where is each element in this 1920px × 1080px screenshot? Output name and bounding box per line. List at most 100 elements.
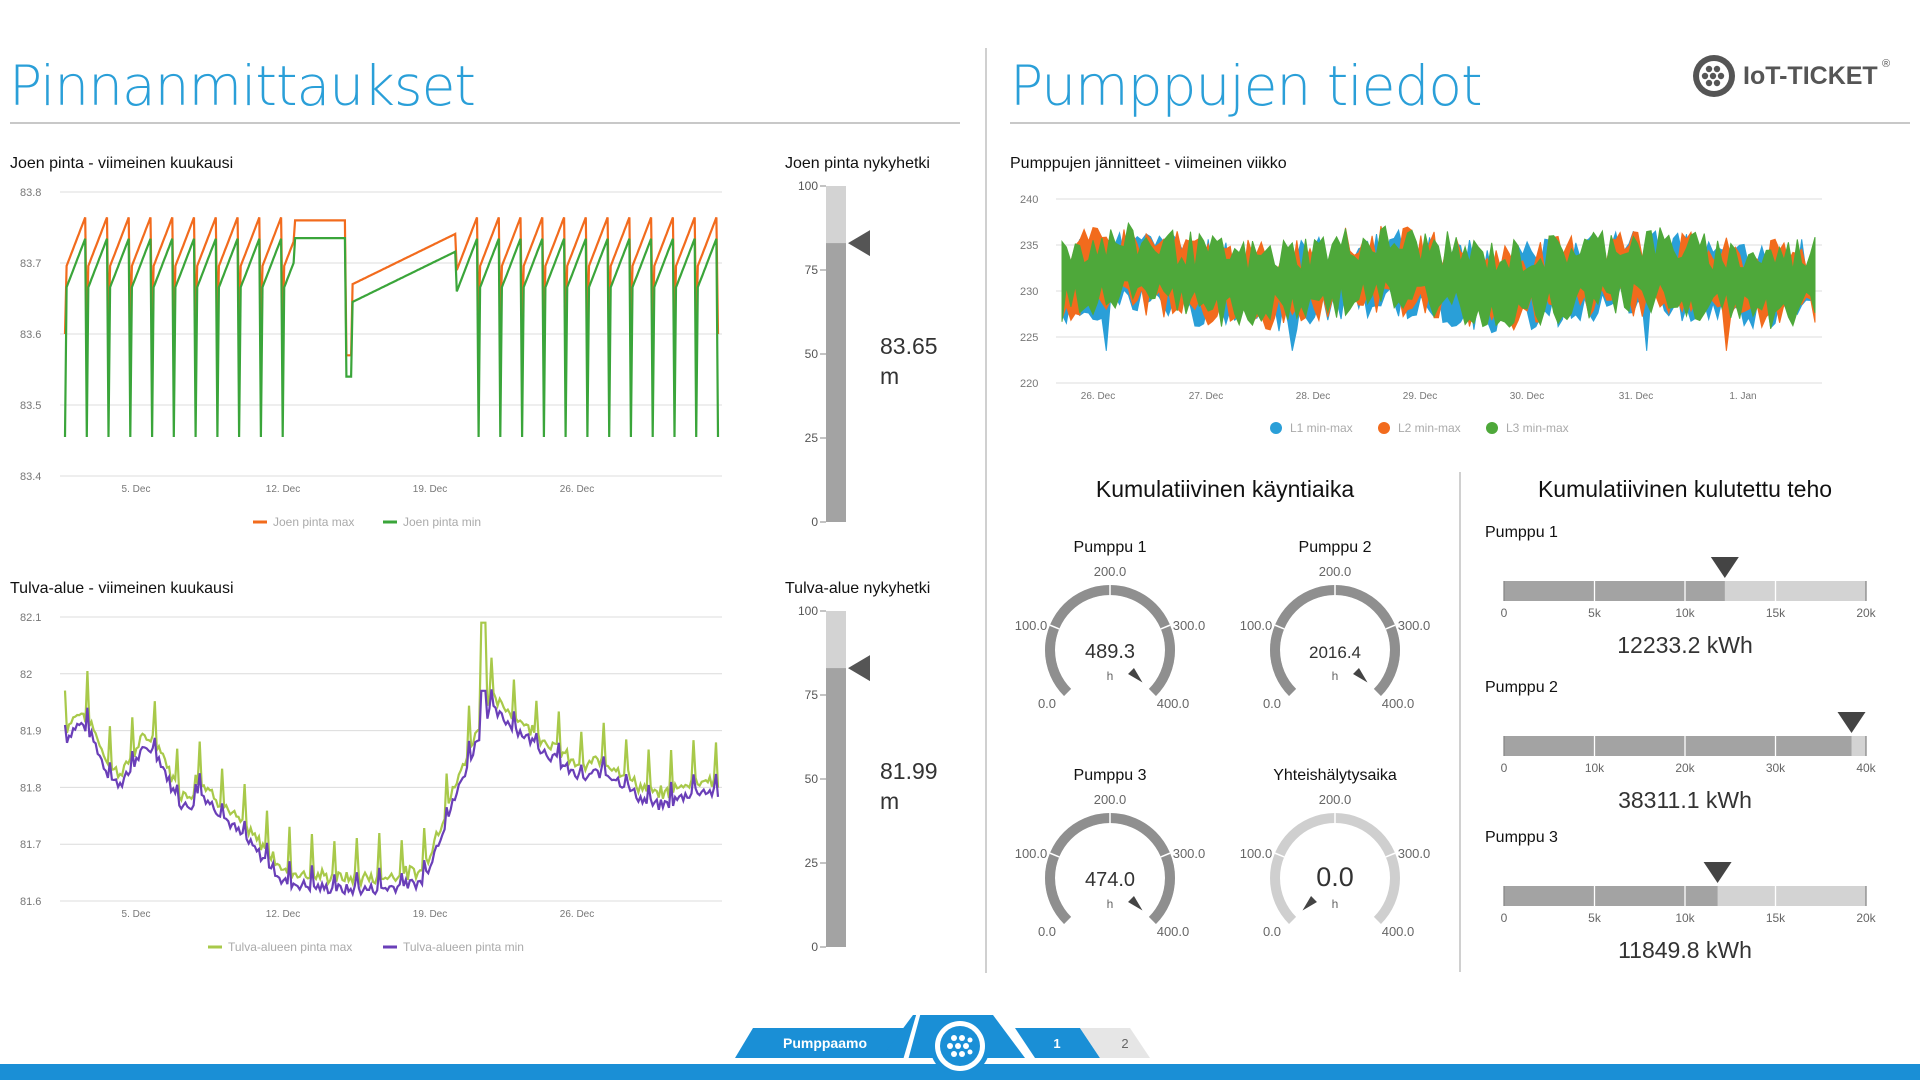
nav-home-tab-edge — [903, 1012, 921, 1064]
gauge-tick-label: 400.0 — [1382, 696, 1415, 711]
gauge-tick-label: 25 — [805, 856, 819, 870]
gauge-tick-label: 25 — [805, 431, 819, 445]
gauge-tick-label: 400.0 — [1157, 696, 1190, 711]
right-section-title: Pumppujen tiedot — [1010, 54, 1483, 118]
gauge-tick-label: 100.0 — [1015, 618, 1048, 633]
gauge-divider — [1274, 624, 1285, 630]
x-tick-label: 1. Jan — [1729, 391, 1756, 402]
nav-page-2-tab[interactable] — [1080, 1028, 1150, 1058]
legend-label[interactable]: Joen pinta min — [403, 515, 481, 529]
y-tick-label: 240 — [1020, 194, 1038, 206]
energy-bar-value: 38311.1 kWh — [1618, 787, 1752, 813]
legend-label[interactable]: L1 min-max — [1290, 421, 1353, 435]
river-chart-title: Joen pinta - viimeinen kuukausi — [10, 155, 234, 172]
x-tick-label: 26. Dec — [560, 484, 594, 495]
energy-bar-fill — [1504, 886, 1718, 906]
gauge-title: Pumppu 1 — [1074, 539, 1147, 556]
runtime-gauges: Pumppu 1 200.0 100.0 300.0 0.0 400.0 489.3 h Pum… — [1015, 539, 1431, 939]
flood-now-unit: m — [880, 788, 899, 814]
y-tick-label: 83.4 — [20, 471, 41, 483]
gauge-divider — [1385, 624, 1396, 630]
flood-now-title: Tulva-alue nykyhetki — [785, 580, 931, 597]
gauge-tick-label: 100.0 — [1240, 618, 1273, 633]
x-tick-label: 19. Dec — [413, 484, 447, 495]
river-chart: 83.8 83.7 83.6 83.5 83.4 5. Dec 12. Dec 19. De… — [20, 187, 722, 529]
flood-now-value: 81.99 — [880, 758, 938, 784]
center-divider — [985, 48, 987, 973]
energy-bar-tick-label: 20k — [1856, 911, 1876, 925]
gauge-needle — [1128, 896, 1143, 911]
legend-label[interactable]: Tulva-alueen pinta max — [228, 940, 352, 954]
iot-ticket-logo-icon — [1693, 55, 1735, 97]
legend-swatch — [1378, 422, 1390, 434]
energy-bar-tick-label: 0 — [1501, 911, 1508, 925]
legend-label[interactable]: Tulva-alueen pinta min — [403, 940, 524, 954]
gauge-unit: h — [1107, 897, 1114, 911]
gauge-unit: h — [1332, 669, 1339, 683]
gauge-divider — [1049, 624, 1060, 630]
energy-bar-tick-label: 15k — [1766, 606, 1786, 620]
energy-bar-tick-label: 20k — [1675, 761, 1695, 775]
right-title-divider — [1010, 122, 1910, 124]
energy-bar-tick-label: 30k — [1766, 761, 1786, 775]
nav-section-tab[interactable] — [735, 1028, 907, 1058]
y-tick-label: 220 — [1020, 378, 1038, 390]
legend-label[interactable]: Joen pinta max — [273, 515, 354, 529]
left-title-divider — [10, 122, 960, 124]
x-tick-label: 26. Dec — [560, 909, 594, 920]
legend-label[interactable]: L2 min-max — [1398, 421, 1461, 435]
x-tick-label: 27. Dec — [1189, 391, 1223, 402]
energy-bar-tick-label: 10k — [1675, 606, 1695, 620]
x-tick-label: 26. Dec — [1081, 391, 1115, 402]
gauge-tick-label: 0 — [811, 515, 818, 529]
energy-bar-fill — [1504, 736, 1852, 756]
energy-bar-tick-label: 20k — [1856, 606, 1876, 620]
energy-bars: Pumppu 1 0 5k 10k 15k 20k 12233.2 kWh Pumppu 2 0… — [1485, 524, 1877, 963]
y-tick-label: 83.8 — [20, 187, 41, 199]
gauge-tick-label: 300.0 — [1398, 618, 1431, 633]
energy-bar-tick-label: 40k — [1856, 761, 1876, 775]
gauge-tick-label: 100 — [798, 604, 818, 618]
y-tick-label: 83.6 — [20, 329, 41, 341]
gauge-tick-label: 400.0 — [1157, 924, 1190, 939]
gauge-tick-label: 50 — [805, 772, 819, 786]
footer-nav: Pumppaamo 1 2 — [735, 1012, 1150, 1076]
x-tick-label: 5. Dec — [122, 484, 151, 495]
y-tick-label: 83.5 — [20, 400, 41, 412]
gauge-tick-label: 100 — [798, 179, 818, 193]
nav-page-1-label: 1 — [1053, 1036, 1060, 1051]
gauge-value: 489.3 — [1085, 641, 1135, 663]
nav-page-2-label: 2 — [1121, 1036, 1128, 1051]
energy-bar-marker — [1837, 712, 1866, 733]
flood-max-line — [63, 621, 720, 890]
logo-registered-mark: ® — [1882, 58, 1891, 70]
river-min-line — [63, 237, 720, 438]
energy-bar-marker — [1703, 862, 1732, 883]
legend-label[interactable]: L3 min-max — [1506, 421, 1569, 435]
x-tick-label: 19. Dec — [413, 909, 447, 920]
gauge-tick-label: 0.0 — [1038, 696, 1056, 711]
y-tick-label: 81.6 — [20, 896, 41, 908]
iot-ticket-logo: IoT-TICKET ® — [1690, 52, 1910, 102]
right-inner-divider — [1459, 472, 1461, 972]
energy-bar-tick-label: 15k — [1766, 911, 1786, 925]
gauge-divider — [1049, 852, 1060, 858]
gauge-divider — [1160, 624, 1171, 630]
legend-swatch — [1270, 422, 1282, 434]
voltage-chart: 240 235 230 225 220 26. Dec 27. Dec 28. Dec 29.… — [1020, 194, 1822, 435]
runtime-title: Kumulatiivinen käyntiaika — [1095, 476, 1355, 502]
gauge-value: 474.0 — [1085, 869, 1135, 891]
y-tick-label: 83.7 — [20, 258, 41, 270]
gauge-tick-label: 200.0 — [1094, 792, 1127, 807]
nav-home-icon — [947, 1035, 973, 1057]
gauge-needle — [1302, 896, 1317, 911]
flood-now-fill — [826, 668, 846, 947]
flood-chart-title: Tulva-alue - viimeinen kuukausi — [10, 580, 234, 597]
gauge-title: Pumppu 3 — [1074, 767, 1147, 784]
gauge-title: Yhteishälytysaika — [1273, 767, 1397, 784]
energy-bar-title: Pumppu 2 — [1485, 679, 1558, 696]
river-max-line — [63, 216, 720, 357]
nav-page-1-tab[interactable] — [1015, 1028, 1100, 1058]
y-tick-label: 81.7 — [20, 839, 41, 851]
x-tick-label: 12. Dec — [266, 909, 300, 920]
